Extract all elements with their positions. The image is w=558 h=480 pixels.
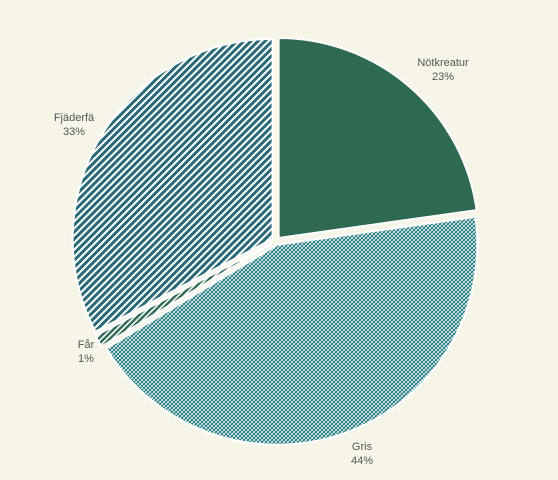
- slice-value: 33%: [62, 126, 86, 138]
- pie-slice-får: [93, 242, 274, 348]
- slice-name: Fjäderfä: [53, 112, 95, 124]
- pie-slices: [71, 36, 479, 446]
- pie-slice-fjäderfä: [71, 37, 274, 334]
- slice-value: 1%: [78, 353, 94, 365]
- slice-value: 44%: [350, 455, 374, 467]
- slice-label-fjäderfä: Fjäderfä 33%: [54, 111, 94, 139]
- slice-label-får: Får 1%: [78, 338, 95, 366]
- slice-name: Får: [77, 339, 95, 351]
- slice-value: 23%: [431, 71, 455, 83]
- pie-slice-nötkreatur: [277, 36, 478, 240]
- slice-name: Gris: [351, 441, 373, 453]
- pie-slice-gris: [104, 215, 479, 446]
- slice-name: Nötkreatur: [417, 57, 469, 69]
- slice-label-gris: Gris 44%: [351, 440, 373, 468]
- slice-label-nötkreatur: Nötkreatur 23%: [417, 56, 468, 84]
